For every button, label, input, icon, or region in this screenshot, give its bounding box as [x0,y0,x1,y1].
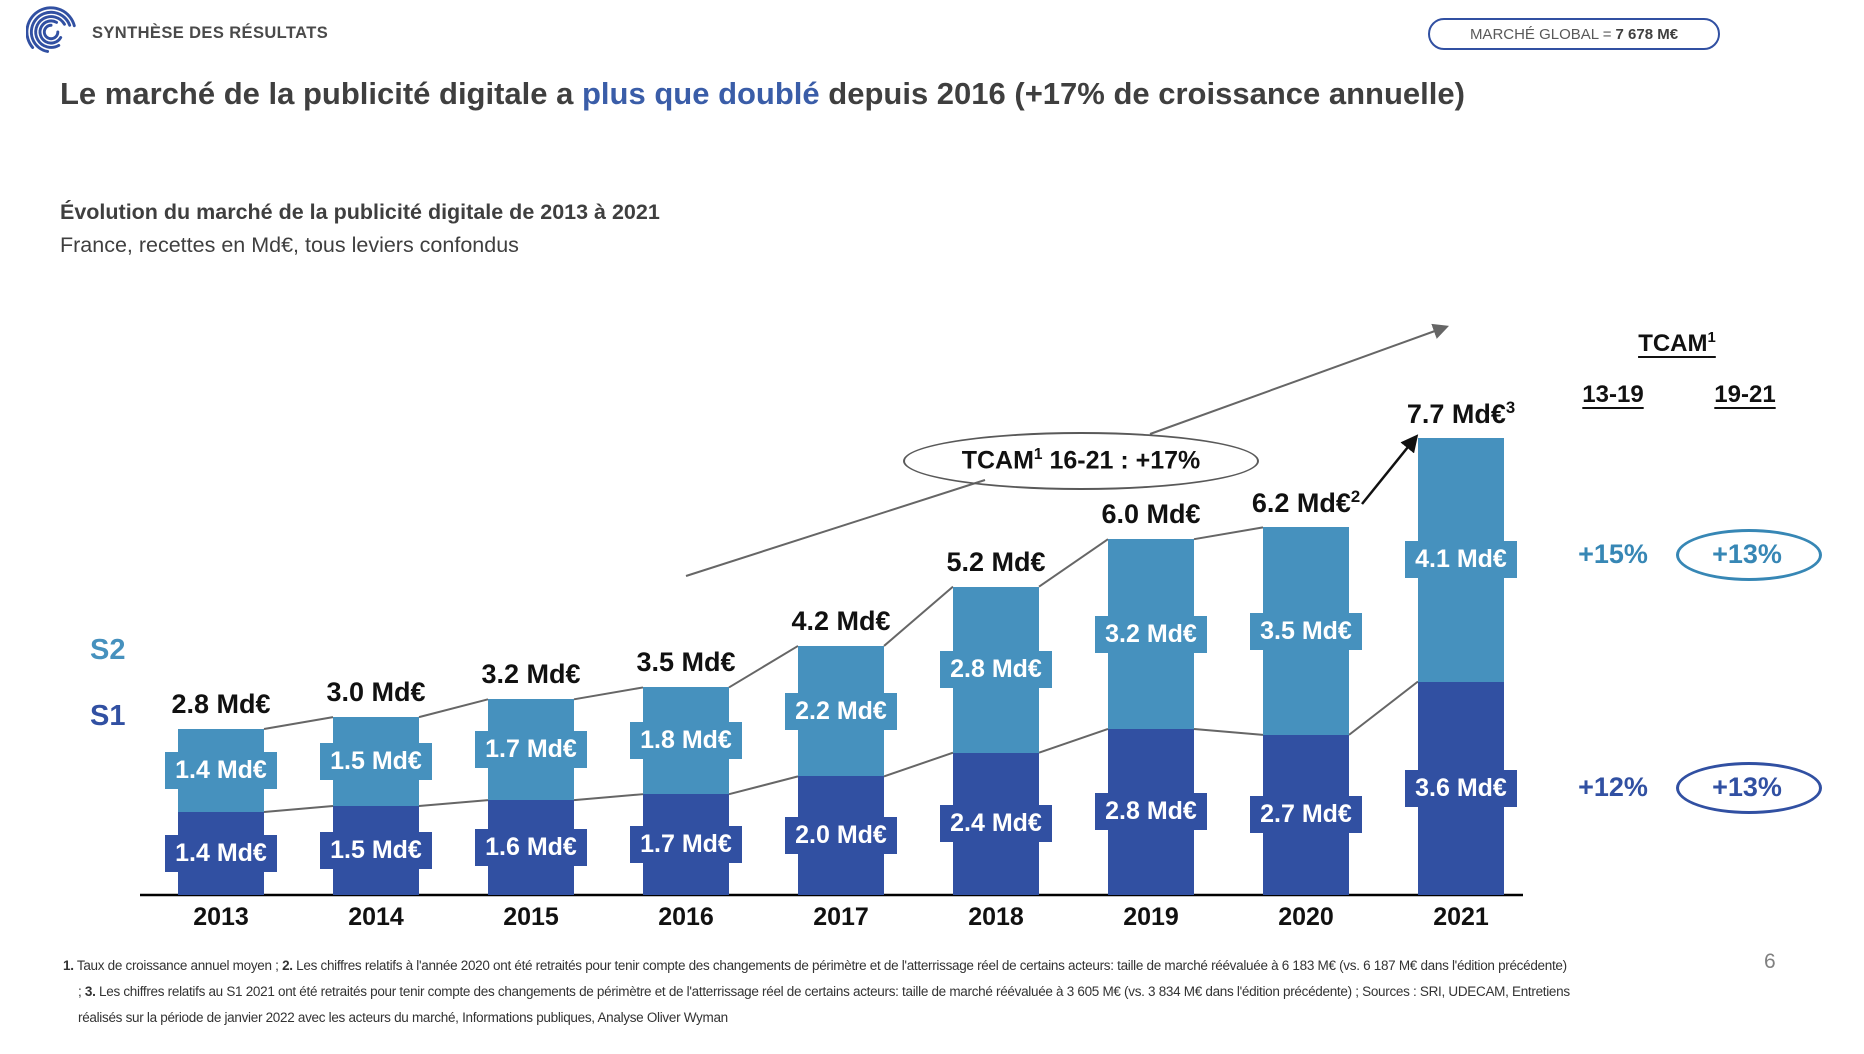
total-label-2018: 5.2 Md€ [946,546,1046,577]
value-chip-s2-2018: 2.8 Md€ [940,651,1052,689]
series-key-s1: S1 [90,700,126,732]
total-label-2019: 6.0 Md€ [1101,499,1201,530]
x-tick-2020: 2020 [1278,903,1334,931]
series-key-s2: S2 [90,634,126,666]
total-label-2016: 3.5 Md€ [636,647,736,678]
x-tick-2021: 2021 [1433,903,1489,931]
value-chip-s1-2018: 2.4 Md€ [940,805,1052,843]
chart-subtitle: France, recettes en Md€, tous leviers co… [60,233,519,257]
value-chip-s1-2013: 1.4 Md€ [165,834,277,872]
total-label-2013: 2.8 Md€ [171,688,271,719]
connector-s1-2014-2015 [418,799,489,808]
x-tick-2018: 2018 [968,903,1024,931]
connector-total-2016-2017 [728,645,799,689]
footnotes: 1. Taux de croissance annuel moyen ; 2. … [63,953,1603,1031]
value-chip-s1-2016: 1.7 Md€ [630,826,742,864]
footnote-line-1: 1. Taux de croissance annuel moyen ; 2. … [63,958,1567,973]
chart-title: Évolution du marché de la publicité digi… [60,200,660,224]
tcam-annotation-text: TCAM1 16-21 : +17% [961,446,1201,475]
x-tick-2019: 2019 [1123,903,1179,931]
connector-total-2014-2015 [418,698,489,719]
brand-logo-icon [26,6,76,53]
value-chip-s1-2020: 2.7 Md€ [1250,796,1362,834]
connector-s1-2017-2018 [883,751,954,778]
value-chip-s1-2021: 3.6 Md€ [1405,769,1517,807]
connector-s1-2020-2021 [1348,680,1419,736]
x-tick-2013: 2013 [193,903,249,931]
x-tick-2015: 2015 [503,903,559,931]
tcam-panel-title: TCAM1 [1638,330,1716,357]
value-chip-s2-2019: 3.2 Md€ [1095,615,1207,653]
tcam-col-13-19: 13-19 [1582,381,1644,408]
total-label-2021: 7.7 Md€3 [1406,398,1516,430]
tcam-annotation-ellipse: TCAM1 16-21 : +17% [903,432,1259,490]
tcam-value-s1-13-19: +12% [1578,772,1648,802]
value-chip-s2-2014: 1.5 Md€ [320,743,432,781]
value-chip-s2-2021: 4.1 Md€ [1405,541,1517,579]
x-tick-2014: 2014 [348,903,404,931]
footnote-line-2: ; 3. Les chiffres relatifs au S1 2021 on… [78,984,1570,999]
connector-total-2018-2019 [1038,538,1109,588]
title-highlight: plus que doublé [582,76,820,111]
page-number: 6 [1764,950,1776,973]
market-global-label: MARCHÉ GLOBAL = [1469,25,1612,43]
total-label-2014: 3.0 Md€ [326,677,426,708]
title-suffix: depuis 2016 (+17% de croissance annuelle… [819,76,1465,111]
market-global-value: 7 678 M€ [1615,25,1679,43]
page-title: Le marché de la publicité digitale a plu… [60,76,1820,112]
x-tick-2016: 2016 [658,903,714,931]
arrow-6-2-to-7-7 [1361,434,1419,505]
connector-s1-2019-2020 [1193,727,1264,736]
value-chip-s2-2017: 2.2 Md€ [785,692,897,730]
tcam-circle-s1 [1676,762,1822,814]
tcam-circle-s2 [1676,529,1822,581]
connector-total-2017-2018 [883,585,954,647]
value-chip-s1-2015: 1.6 Md€ [475,829,587,867]
total-label-2015: 3.2 Md€ [481,659,581,690]
value-chip-s1-2019: 2.8 Md€ [1095,793,1207,831]
connector-s1-2015-2016 [573,793,644,802]
tcam-arrow-to-2021 [1149,323,1450,435]
value-chip-s1-2014: 1.5 Md€ [320,832,432,870]
tcam-value-s2-13-19: +15% [1578,539,1648,569]
connector-total-2015-2016 [573,686,644,701]
tcam-col-19-21: 19-21 [1714,381,1776,408]
connector-s1-2013-2014 [263,805,334,813]
connector-s1-2016-2017 [728,775,799,796]
connector-total-2019-2020 [1193,526,1264,541]
title-prefix: Le marché de la publicité digitale a [60,76,582,111]
x-tick-2017: 2017 [813,903,869,931]
footnote-line-3: réalisés sur la période de janvier 2022 … [78,1010,728,1025]
total-label-2017: 4.2 Md€ [791,605,891,636]
connector-total-2013-2014 [263,716,334,730]
market-global-badge: MARCHÉ GLOBAL = 7 678 M€ [1428,18,1720,50]
value-chip-s1-2017: 2.0 Md€ [785,817,897,855]
tcam-line-to-2016 [685,479,986,577]
value-chip-s2-2015: 1.7 Md€ [475,731,587,769]
value-chip-s2-2013: 1.4 Md€ [165,751,277,789]
value-chip-s2-2016: 1.8 Md€ [630,722,742,760]
brand-title: SYNTHÈSE DES RÉSULTATS [92,24,329,42]
connector-s1-2018-2019 [1038,728,1109,754]
value-chip-s2-2020: 3.5 Md€ [1250,612,1362,650]
total-label-2020: 6.2 Md€2 [1251,487,1361,519]
